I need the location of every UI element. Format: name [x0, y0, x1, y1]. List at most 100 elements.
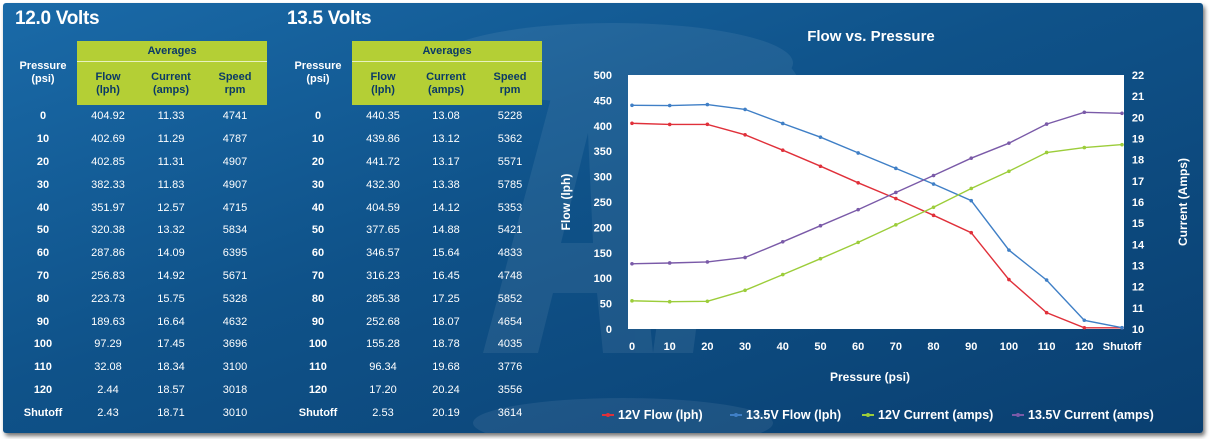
- legend-marker: [866, 413, 870, 417]
- speed-cell: 5362: [497, 133, 523, 146]
- legend-item: 12V Current (amps): [862, 408, 993, 422]
- pressure-cell: 120: [33, 383, 53, 396]
- flow-cell: 2.43: [97, 406, 119, 419]
- data-point: [1082, 145, 1087, 150]
- current-cell: 18.71: [157, 406, 185, 419]
- header-pressure: Pressure (psi): [19, 60, 67, 85]
- speed-cell: 5785: [497, 178, 523, 191]
- y2-tick-label: 18: [1132, 155, 1144, 167]
- data-point: [894, 196, 898, 201]
- legend-label: 12V Current (amps): [878, 408, 993, 422]
- speed-cell: 3556: [497, 383, 523, 396]
- speed-cell: 3696: [222, 338, 248, 351]
- data-point: [1120, 142, 1124, 147]
- y2-tick-label: 17: [1132, 176, 1144, 188]
- pressure-cell: Shutoff: [23, 406, 63, 419]
- table-row: Shutoff 2.53 20.19 3614: [284, 401, 542, 424]
- data-point: [818, 135, 823, 139]
- legend-label: 12V Flow (lph): [618, 408, 703, 422]
- table-body-13-5v: 0 440.35 13.08 5228 10 439.86 13.12 5362 20 441.7…: [284, 105, 542, 424]
- data-point: [743, 107, 747, 112]
- y2-tick-label: 11: [1132, 303, 1144, 315]
- data-point: [856, 180, 860, 185]
- flow-cell: 404.59: [366, 201, 400, 214]
- data-point: [894, 223, 898, 227]
- pressure-cell: 0: [39, 110, 47, 123]
- data-point: [1082, 325, 1087, 330]
- series-3: [630, 110, 1124, 266]
- flow-cell: 32.08: [94, 361, 122, 374]
- data-point: [931, 173, 936, 178]
- y-tick-label: 0: [606, 324, 612, 336]
- y2-tick-label: 12: [1132, 282, 1144, 294]
- speed-cell: 4035: [497, 338, 523, 351]
- x-tick-label: 0: [629, 341, 635, 353]
- pressure-cell: 110: [309, 361, 327, 374]
- x-tick-label: 40: [777, 341, 789, 353]
- legend-marker: [1016, 413, 1020, 417]
- speed-cell: 4741: [222, 110, 248, 123]
- data-point: [1044, 310, 1049, 315]
- current-cell: 13.08: [432, 110, 460, 123]
- data-point: [856, 207, 860, 212]
- data-point: [667, 103, 672, 108]
- data-point: [705, 102, 710, 107]
- current-cell: 11.31: [157, 155, 185, 168]
- data-point: [1082, 318, 1087, 323]
- data-point: [667, 299, 672, 304]
- table-row: 10 402.69 11.29 4787: [9, 128, 267, 151]
- data-point: [630, 299, 634, 303]
- y-tick-label: 500: [594, 70, 612, 82]
- header-pressure: Pressure (psi): [294, 60, 342, 85]
- pressure-cell: 40: [36, 201, 50, 214]
- flow-pressure-chart: Flow vs. Pressure 0 50 100 150 200 250 300 350 4…: [550, 17, 1202, 430]
- flow-cell: 223.73: [91, 292, 125, 305]
- table-row: Shutoff 2.43 18.71 3010: [9, 401, 267, 424]
- current-cell: 13.38: [432, 178, 460, 191]
- x-tick-label: 30: [739, 341, 751, 353]
- pressure-cell: 100: [308, 338, 328, 351]
- x-tick-label: 120: [1075, 341, 1093, 353]
- current-cell: 16.64: [157, 315, 185, 328]
- series-line: [631, 103, 1123, 329]
- flow-cell: 402.69: [91, 133, 125, 146]
- data-point: [931, 213, 936, 218]
- data-point: [1120, 325, 1124, 330]
- current-cell: 11.33: [157, 110, 185, 123]
- series-0: [630, 121, 1124, 330]
- legend-label: 13.5V Current (amps): [1028, 408, 1154, 422]
- data-point: [818, 256, 823, 261]
- pressure-cell: 30: [311, 178, 325, 191]
- data-point: [894, 166, 898, 171]
- flow-cell: 402.85: [91, 155, 125, 168]
- data-point: [1044, 278, 1049, 282]
- table-row: 80 285.38 17.25 5852: [284, 287, 542, 310]
- flow-cell: 155.28: [366, 338, 400, 351]
- data-point: [743, 288, 747, 293]
- y2-tick-label: 15: [1132, 218, 1144, 230]
- chart-title: Flow vs. Pressure: [807, 28, 935, 45]
- table-row: 120 2.44 18.57 3018: [9, 379, 267, 402]
- current-cell: 13.12: [432, 133, 460, 146]
- pressure-cell: 90: [36, 315, 50, 328]
- data-point: [780, 239, 785, 244]
- current-cell: 14.12: [432, 201, 460, 214]
- current-cell: 14.09: [157, 247, 185, 260]
- table-body-12v: 0 404.92 11.33 4741 10 402.69 11.29 4787 20 402.8…: [9, 105, 267, 424]
- y-tick-label: 200: [594, 222, 612, 234]
- flow-cell: 2.44: [97, 383, 119, 396]
- data-point: [705, 260, 710, 264]
- y-tick-label: 400: [594, 121, 612, 133]
- y-tick-label: 50: [600, 299, 612, 311]
- legend-marker: [734, 413, 738, 417]
- y2-tick-label: 20: [1132, 112, 1144, 124]
- flow-cell: 287.86: [91, 247, 125, 260]
- speed-cell: 3614: [497, 406, 523, 419]
- y-tick-label: 250: [594, 197, 612, 209]
- flow-cell: 189.63: [91, 315, 125, 328]
- current-cell: 17.25: [432, 292, 460, 305]
- pressure-cell: 20: [311, 155, 325, 168]
- x-tick-label: 50: [814, 341, 826, 353]
- pressure-cell: 60: [36, 247, 50, 260]
